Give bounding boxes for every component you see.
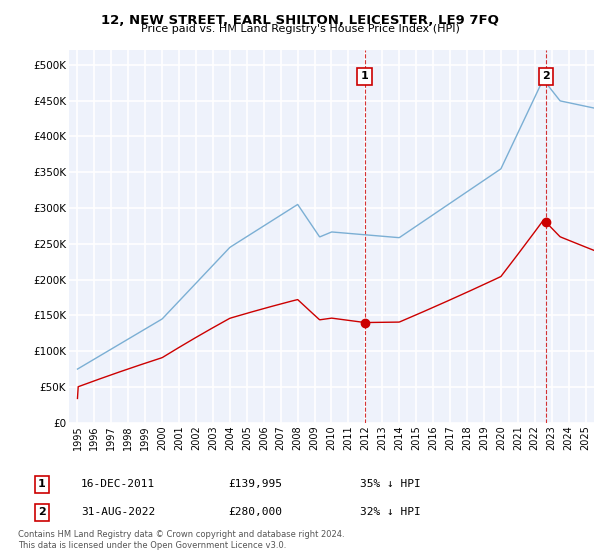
Text: 31-AUG-2022: 31-AUG-2022: [81, 507, 155, 517]
Text: 1: 1: [38, 479, 46, 489]
Text: £139,995: £139,995: [228, 479, 282, 489]
Text: £280,000: £280,000: [228, 507, 282, 517]
Text: Contains HM Land Registry data © Crown copyright and database right 2024.: Contains HM Land Registry data © Crown c…: [18, 530, 344, 539]
Text: 2: 2: [38, 507, 46, 517]
Text: 1: 1: [361, 72, 368, 81]
Text: 16-DEC-2011: 16-DEC-2011: [81, 479, 155, 489]
Text: This data is licensed under the Open Government Licence v3.0.: This data is licensed under the Open Gov…: [18, 541, 286, 550]
Text: 12, NEW STREET, EARL SHILTON, LEICESTER, LE9 7FQ: 12, NEW STREET, EARL SHILTON, LEICESTER,…: [101, 14, 499, 27]
Text: 2: 2: [542, 72, 550, 81]
Text: Price paid vs. HM Land Registry's House Price Index (HPI): Price paid vs. HM Land Registry's House …: [140, 24, 460, 34]
Text: 35% ↓ HPI: 35% ↓ HPI: [360, 479, 421, 489]
Text: 32% ↓ HPI: 32% ↓ HPI: [360, 507, 421, 517]
